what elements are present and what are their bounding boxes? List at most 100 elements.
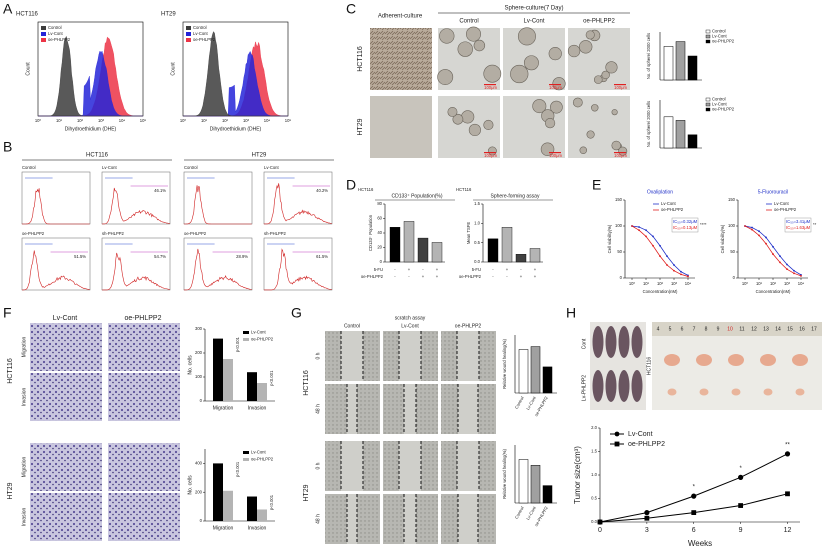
legend-label: oe-PHLPP2: [193, 37, 216, 42]
mouse: [592, 370, 604, 402]
condition-sign: +: [436, 274, 439, 279]
condition-sign: -: [492, 267, 494, 272]
sphere: [517, 27, 536, 46]
cell-label: Control: [22, 165, 36, 170]
cell-label: sh-PHLPP2: [102, 231, 125, 236]
scale-bar: [484, 84, 496, 86]
tumor: [667, 388, 677, 396]
flow-curve: [183, 185, 252, 225]
condition-sign: +: [506, 267, 509, 272]
legend-label: oe-PHLPP2: [251, 337, 274, 342]
condition-label: oe-PHLPP2: [361, 274, 384, 279]
histogram: [183, 31, 288, 117]
column-label: oe-PHLPP2: [125, 315, 162, 322]
wound: [404, 494, 416, 544]
legend-label: Lv-Cont: [628, 431, 653, 438]
y-tick-label: 0: [200, 398, 203, 403]
y-tick-label: 50: [730, 249, 735, 254]
x-tick-label: 10⁰: [180, 118, 187, 123]
significance: ****: [700, 222, 707, 227]
point: [793, 269, 795, 272]
bar: [501, 226, 513, 263]
sphere: [461, 110, 475, 124]
photo: [108, 493, 180, 541]
bar: [675, 120, 686, 149]
panel-letter: E: [592, 177, 601, 193]
cell-label: HT29: [303, 484, 310, 501]
condition-sign: +: [422, 274, 425, 279]
plot-title: HT29: [161, 12, 176, 18]
wound: [457, 441, 479, 491]
gate-percent: 40.2%: [316, 188, 328, 193]
mouse: [631, 370, 643, 402]
row-label: HT29: [357, 118, 364, 135]
y-tick-label: 200: [195, 489, 203, 494]
bar: [518, 349, 529, 394]
x-tick-label: Lv-Cont: [525, 505, 537, 521]
condition-sign: +: [534, 274, 537, 279]
bar: [247, 496, 257, 521]
curve: [744, 225, 802, 276]
row-label: Invasion: [21, 387, 27, 406]
chart-title: Sphere-forming assay: [491, 193, 540, 199]
flow-frame: [101, 171, 171, 225]
y-axis-label: Count: [170, 62, 176, 76]
point: [645, 235, 647, 238]
sphere: [579, 40, 593, 54]
column-label: Lv-Cont: [523, 19, 544, 25]
flow-curve: [263, 183, 332, 225]
point: [785, 491, 790, 497]
x-tick-label: 10²: [222, 118, 229, 123]
x-tick-label: 10⁰: [35, 118, 42, 123]
point: [744, 225, 746, 227]
y-tick-label: 1.5: [591, 449, 597, 454]
wound: [399, 331, 421, 381]
wound: [457, 331, 479, 381]
legend-swatch: [186, 32, 191, 36]
flow-frame: [21, 237, 91, 291]
panel-letter: H: [566, 305, 576, 321]
tumor: [792, 354, 808, 366]
point: [644, 515, 650, 521]
column-label: Lv-Cont: [401, 323, 419, 329]
column-header: Adherent-culture: [378, 14, 423, 20]
column-label: Control: [344, 323, 360, 329]
tumor: [763, 388, 773, 396]
panel-title: scratch assay: [395, 315, 426, 321]
flow-frame: [21, 171, 91, 225]
x-tick-label: Control: [514, 505, 525, 519]
scale-label: 100μm: [614, 85, 627, 90]
cell-label: Control: [184, 165, 198, 170]
y-axis-label: No. cells: [187, 355, 193, 375]
row-label: Cont: [581, 338, 587, 349]
condition-label: 5-FU: [472, 267, 481, 272]
bar: [417, 237, 429, 263]
photo: [108, 443, 180, 491]
column-label: oe-PHLPP2: [583, 19, 615, 25]
sphere: [585, 30, 595, 40]
sphere: [618, 146, 628, 156]
sphere: [586, 130, 595, 139]
p-value: p<0.001: [269, 370, 274, 386]
bar: [213, 338, 223, 401]
x-tick-label: 9: [739, 527, 743, 534]
row-label: 48 h: [315, 514, 321, 524]
point: [758, 234, 760, 237]
sphere: [457, 41, 473, 57]
cell-label: HCT116: [456, 187, 472, 192]
row-label: Lv-PHLPP2: [581, 375, 587, 401]
legend-label: Lv-Cont: [661, 201, 676, 206]
gate-percent: 61.5%: [316, 254, 328, 259]
sphere: [510, 64, 529, 84]
chart-title: 5-Fluorouracil: [758, 189, 789, 195]
ruler-number: 4: [657, 326, 660, 332]
x-tick-label: 10⁴: [264, 118, 271, 123]
x-tick-label: Lv-Cont: [525, 395, 537, 411]
sphere: [601, 70, 610, 80]
group-title: HT29: [252, 153, 267, 159]
panel-letter: G: [291, 305, 302, 321]
chart-title: CD133⁺ Population(%): [392, 193, 443, 199]
photo: [370, 28, 432, 90]
x-tick-label: 10³: [671, 281, 678, 286]
x-tick-label: Control: [514, 395, 525, 409]
